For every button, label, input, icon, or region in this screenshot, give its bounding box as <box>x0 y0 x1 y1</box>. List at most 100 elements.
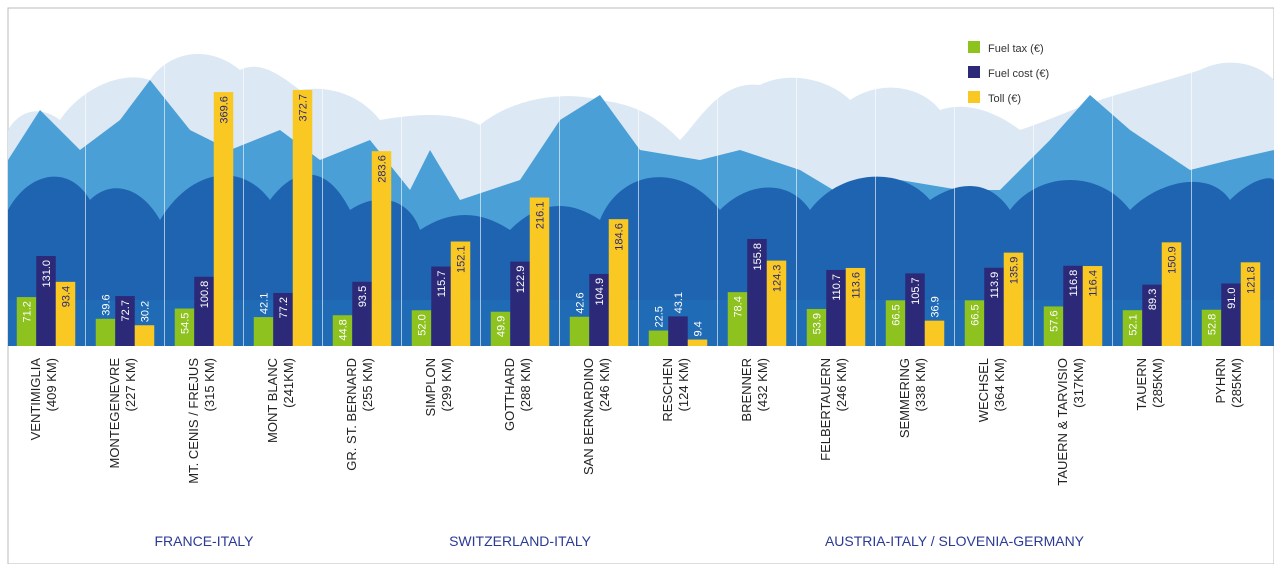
value-label: 184.6 <box>614 223 626 251</box>
value-label: 110.7 <box>831 274 843 301</box>
legend-label: Fuel tax (€) <box>988 43 1044 55</box>
bar <box>352 281 372 346</box>
bar <box>490 311 511 346</box>
bar <box>1201 309 1222 346</box>
bar <box>411 310 432 346</box>
bar <box>213 92 234 346</box>
legend-swatch <box>968 41 980 53</box>
bar <box>292 89 313 346</box>
value-label: 66.5 <box>970 304 982 325</box>
bar <box>964 300 985 346</box>
value-label: 78.4 <box>733 296 745 317</box>
bar <box>1043 306 1064 346</box>
bar <box>924 320 945 346</box>
bar <box>648 330 669 346</box>
value-label: 77.2 <box>278 297 290 318</box>
category-label: SEMMERING(338 KM) <box>897 358 928 438</box>
bar <box>115 296 135 346</box>
group-labels: FRANCE-ITALY SWITZERLAND-ITALY AUSTRIA-ITA… <box>154 533 1084 549</box>
group-label: SWITZERLAND-ITALY <box>449 533 591 549</box>
legend: Fuel tax (€) Fuel cost (€) Toll (€) <box>968 41 1049 105</box>
bar <box>826 269 846 346</box>
bar <box>806 308 827 346</box>
category-label: PYHRN(285KM) <box>1213 358 1244 408</box>
bar <box>253 317 274 346</box>
bar <box>174 308 195 346</box>
bar <box>1003 252 1024 346</box>
value-label: 216.1 <box>535 202 547 230</box>
bar <box>371 151 392 346</box>
bar <box>36 256 56 346</box>
bar <box>1221 283 1241 346</box>
value-label: 57.6 <box>1049 310 1061 331</box>
bar <box>1161 242 1182 346</box>
bar <box>55 281 76 346</box>
value-label: 36.9 <box>930 296 942 317</box>
value-label: 105.7 <box>910 277 922 305</box>
bar <box>134 325 155 346</box>
value-label: 100.8 <box>199 281 211 309</box>
category-label: MT. CENIS / FREJUS(315 KM) <box>186 358 217 484</box>
value-label: 91.0 <box>1226 287 1238 308</box>
value-label: 150.9 <box>1167 246 1179 274</box>
value-label: 42.1 <box>259 293 271 314</box>
category-label: GOTTHARD(288 KM) <box>502 358 533 431</box>
category-label: FELBERTAUERN(246 KM) <box>818 358 849 461</box>
bar <box>273 292 293 346</box>
value-label: 54.5 <box>180 313 192 334</box>
value-label: 152.1 <box>456 246 468 274</box>
bar <box>569 316 590 346</box>
group-label: FRANCE-ITALY <box>154 533 254 549</box>
bar <box>687 339 708 346</box>
value-label: 53.9 <box>812 313 824 334</box>
value-label: 93.5 <box>357 286 369 307</box>
value-label: 369.6 <box>219 96 231 124</box>
bar <box>727 292 748 346</box>
value-label: 135.9 <box>1009 257 1021 285</box>
bar <box>589 273 609 346</box>
bar <box>529 197 550 346</box>
value-label: 104.9 <box>594 278 606 306</box>
value-label: 372.7 <box>298 94 310 122</box>
category-label: RESCHEN(124 KM) <box>660 358 691 422</box>
bar <box>905 273 925 346</box>
value-label: 39.6 <box>101 294 113 315</box>
value-label: 52.1 <box>1128 314 1140 335</box>
bar <box>510 261 530 346</box>
category-label: GR. ST. BERNARD(255 KM) <box>344 358 375 471</box>
bar <box>608 219 629 346</box>
value-label: 115.7 <box>436 271 448 298</box>
category-label: MONTEGENEVRE(227 KM) <box>107 358 138 469</box>
value-label: 116.4 <box>1088 270 1100 297</box>
value-label: 49.9 <box>496 316 508 337</box>
bar <box>1063 265 1083 346</box>
value-label: 116.8 <box>1068 270 1080 297</box>
bar <box>885 300 906 346</box>
value-label: 9.4 <box>693 321 705 336</box>
bar <box>332 315 353 346</box>
bar <box>747 238 767 346</box>
value-label: 93.4 <box>61 286 73 307</box>
value-label: 89.3 <box>1147 289 1159 310</box>
bar <box>450 241 471 346</box>
bars: 71.2 131.0 93.4 39.6 72.7 30.2 54.5 100.8 369.6 4… <box>16 89 1261 346</box>
bar <box>1142 284 1162 346</box>
value-label: 52.8 <box>1207 314 1219 335</box>
bar <box>766 260 787 346</box>
bar <box>1240 262 1261 346</box>
bar <box>845 267 866 346</box>
category-label: TAUERN(285KM) <box>1134 358 1165 410</box>
value-label: 113.9 <box>989 272 1001 299</box>
background <box>7 7 1274 564</box>
bar <box>1122 310 1143 346</box>
category-label: VENTIMIGLIA(409 KM) <box>28 358 59 441</box>
value-label: 155.8 <box>752 243 764 271</box>
value-label: 124.3 <box>772 265 784 293</box>
value-label: 72.7 <box>120 300 132 321</box>
value-label: 121.8 <box>1246 266 1258 294</box>
value-label: 113.6 <box>851 272 863 299</box>
legend-label: Fuel cost (€) <box>988 68 1049 80</box>
value-label: 71.2 <box>22 301 34 322</box>
category-label: BRENNER(432 KM) <box>739 358 770 422</box>
value-label: 30.2 <box>140 301 152 322</box>
